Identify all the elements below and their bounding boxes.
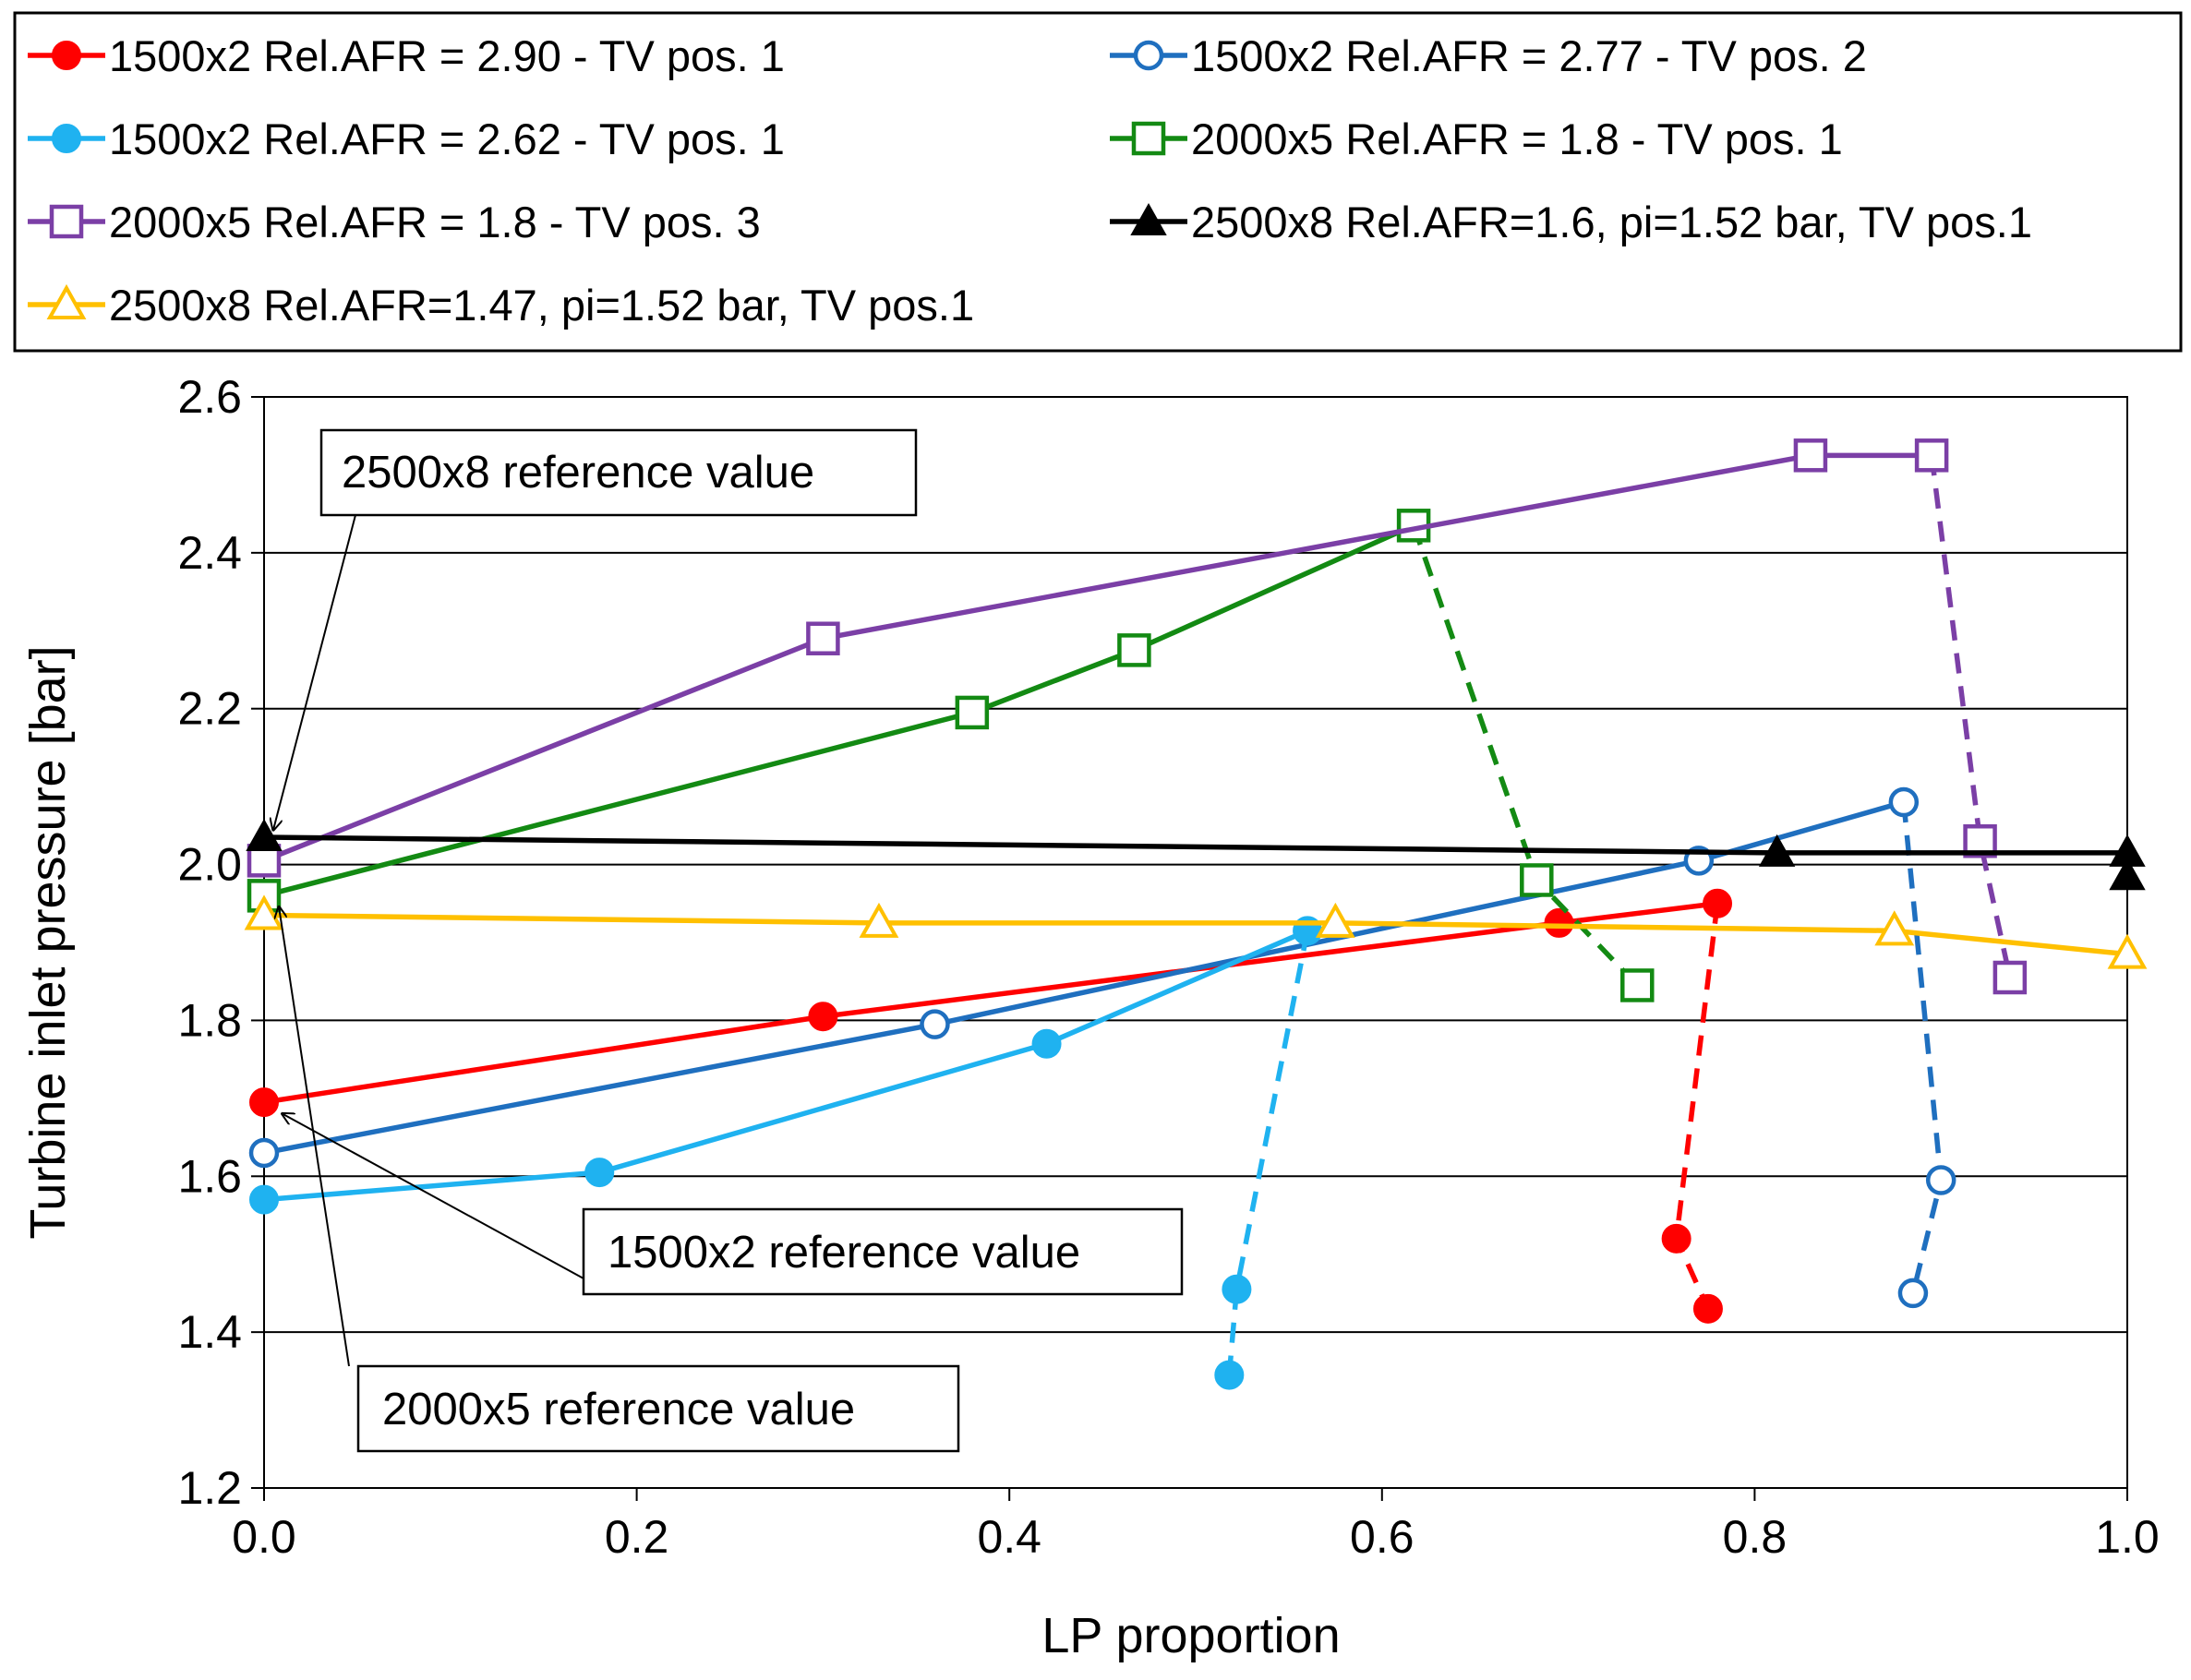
series-dashed-line xyxy=(1929,454,2013,978)
data-point xyxy=(2109,858,2146,891)
series-line xyxy=(263,799,1905,1156)
data-point xyxy=(584,1158,615,1188)
data-point xyxy=(1620,968,1655,1002)
data-point xyxy=(1315,902,1355,938)
legend-entry: 2000x5 Rel.AFR = 1.8 - TV pos. 3 xyxy=(28,198,761,246)
data-point xyxy=(1544,907,1574,938)
annotation-arrow xyxy=(283,1114,584,1279)
legend-entry: 2500x8 Rel.AFR=1.47, pi=1.52 bar, TV pos… xyxy=(28,281,974,330)
gridlines xyxy=(264,551,2127,1334)
y-tick-label: 2.0 xyxy=(177,839,242,891)
x-tick-label: 0.0 xyxy=(232,1511,296,1563)
legend-label: 2000x5 Rel.AFR = 1.8 - TV pos. 3 xyxy=(109,198,761,246)
legend-label: 1500x2 Rel.AFR = 2.62 - TV pos. 1 xyxy=(109,114,785,163)
annotation-box xyxy=(356,1364,960,1453)
series-layer xyxy=(244,438,2148,1390)
data-point xyxy=(1703,888,1733,918)
x-tick-label: 0.6 xyxy=(1350,1511,1415,1563)
legend-entry: 1500x2 Rel.AFR = 2.90 - TV pos. 1 xyxy=(28,31,785,80)
x-axis-title: LP proportion xyxy=(1041,1608,1340,1663)
data-point xyxy=(859,902,899,938)
data-point xyxy=(920,1009,950,1039)
series-4 xyxy=(247,509,1655,1002)
y-tick-label: 1.2 xyxy=(177,1462,242,1514)
y-tick-label: 2.2 xyxy=(177,683,242,735)
data-point xyxy=(1793,438,1828,473)
legend-entry: 1500x2 Rel.AFR = 2.77 - TV pos. 2 xyxy=(1110,31,1867,80)
data-point xyxy=(1222,1274,1252,1304)
annotation-label: 2000x5 reference value xyxy=(382,1385,855,1434)
y-tick-label: 2.4 xyxy=(177,527,242,579)
legend-label: 1500x2 Rel.AFR = 2.90 - TV pos. 1 xyxy=(109,31,785,80)
annotations: 2500x8 reference value 1500x2 reference v… xyxy=(273,428,1184,1453)
data-point xyxy=(1117,633,1151,667)
data-point xyxy=(1888,786,1920,818)
data-point xyxy=(249,1087,279,1118)
annotation-label: 1500x2 reference value xyxy=(608,1228,1080,1278)
data-point xyxy=(1914,438,1949,473)
data-point xyxy=(1925,1165,1956,1195)
y-axis-title: Turbine inlet pressure [bar] xyxy=(20,645,76,1239)
data-point xyxy=(249,1184,279,1215)
axes: 1.2 1.4 1.6 1.8 2.0 2.2 2.4 2.6 0.0 0.2 0.4 0.6 0.8 1… xyxy=(177,371,2159,1563)
annotation-box xyxy=(319,428,918,517)
data-point xyxy=(244,894,284,930)
annotation-callout: 2000x5 reference value xyxy=(279,907,960,1453)
data-point xyxy=(1758,834,1796,867)
legend-label: 2500x8 Rel.AFR=1.47, pi=1.52 bar, TV pos… xyxy=(109,281,974,330)
data-point xyxy=(806,621,840,655)
legend-entry: 2000x5 Rel.AFR = 1.8 - TV pos. 1 xyxy=(1110,114,1843,163)
x-tick-label: 0.4 xyxy=(977,1511,1041,1563)
data-point xyxy=(1520,863,1554,897)
legend-entry: 1500x2 Rel.AFR = 2.62 - TV pos. 1 xyxy=(28,114,785,163)
legend-marker xyxy=(46,283,87,319)
series-line xyxy=(262,452,1932,863)
plot-area: 1.2 1.4 1.6 1.8 2.0 2.2 2.4 2.6 0.0 0.2 0.4 0.6 0.8 1… xyxy=(177,371,2159,1563)
x-tick-label: 1.0 xyxy=(2095,1511,2160,1563)
legend-marker xyxy=(49,204,84,239)
data-point xyxy=(1031,1028,1062,1059)
data-point xyxy=(248,1137,280,1169)
series-line xyxy=(263,928,1309,1203)
data-point xyxy=(1661,1223,1691,1254)
annotation-arrow xyxy=(279,907,350,1367)
annotation-callout: 2500x8 reference value xyxy=(273,428,918,830)
data-point xyxy=(1214,1360,1245,1390)
x-tick-label: 0.2 xyxy=(605,1511,669,1563)
data-point xyxy=(1874,910,1915,946)
series-6 xyxy=(246,818,2146,891)
legend-marker xyxy=(1130,202,1167,235)
data-point xyxy=(808,1002,838,1032)
legend-label: 2500x8 Rel.AFR=1.6, pi=1.52 bar, TV pos.… xyxy=(1191,198,2032,246)
legend-label: 2000x5 Rel.AFR = 1.8 - TV pos. 1 xyxy=(1191,114,1843,163)
legend-marker xyxy=(1131,121,1166,156)
annotation-arrow xyxy=(273,514,356,830)
legend-marker xyxy=(1133,40,1164,71)
legend-marker xyxy=(52,124,81,153)
data-point xyxy=(1692,1293,1723,1324)
data-point xyxy=(2107,933,2148,969)
annotation-callout: 1500x2 reference value xyxy=(283,1114,1184,1296)
data-point xyxy=(1992,960,2028,995)
data-point xyxy=(1897,1278,1929,1309)
y-tick-label: 1.6 xyxy=(177,1150,242,1202)
data-point xyxy=(246,818,283,852)
legend-label: 1500x2 Rel.AFR = 2.77 - TV pos. 2 xyxy=(1191,31,1867,80)
y-tick-label: 2.6 xyxy=(177,371,242,423)
legend-marker xyxy=(52,41,81,70)
annotation-box xyxy=(582,1207,1184,1296)
series-line xyxy=(263,522,1415,899)
legend-box xyxy=(13,11,2183,353)
annotation-label: 2500x8 reference value xyxy=(342,448,814,498)
y-tick-label: 1.8 xyxy=(177,994,242,1046)
data-point xyxy=(955,695,990,730)
legend: 1500x2 Rel.AFR = 2.90 - TV pos. 1 1500x2 … xyxy=(13,11,2183,353)
series-7 xyxy=(244,894,2148,969)
y-tick-label: 1.4 xyxy=(177,1306,242,1358)
legend-entry: 2500x8 Rel.AFR=1.6, pi=1.52 bar, TV pos.… xyxy=(1110,198,2032,246)
x-tick-label: 0.8 xyxy=(1723,1511,1788,1563)
